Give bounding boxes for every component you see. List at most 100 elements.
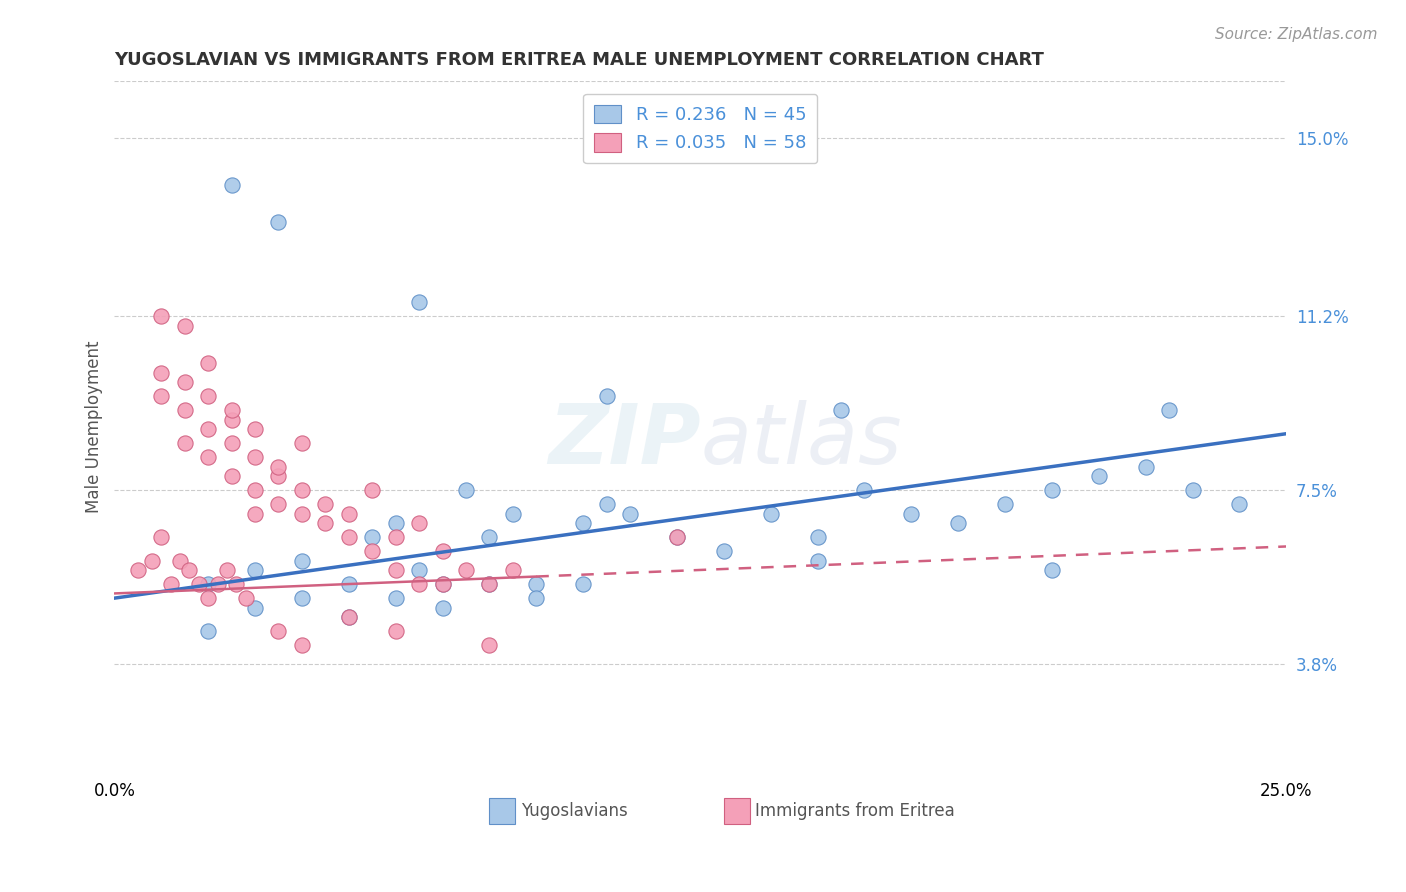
- Point: [221, 178, 243, 192]
- Point: [291, 483, 314, 497]
- Point: [478, 530, 501, 544]
- Point: [159, 577, 181, 591]
- Point: [408, 295, 430, 310]
- Point: [384, 591, 406, 606]
- Point: [384, 530, 406, 544]
- Text: Yugoslavians: Yugoslavians: [522, 802, 628, 820]
- Legend: R = 0.236   N = 45, R = 0.035   N = 58: R = 0.236 N = 45, R = 0.035 N = 58: [583, 94, 817, 163]
- Point: [572, 516, 595, 530]
- Point: [314, 497, 336, 511]
- Point: [361, 544, 384, 558]
- Point: [361, 483, 384, 497]
- Point: [1159, 403, 1181, 417]
- Text: atlas: atlas: [700, 400, 903, 481]
- Point: [361, 530, 384, 544]
- Point: [197, 577, 219, 591]
- Point: [127, 563, 149, 577]
- Point: [337, 610, 360, 624]
- Point: [221, 412, 243, 426]
- Point: [150, 310, 173, 324]
- Point: [432, 600, 454, 615]
- Point: [267, 624, 290, 638]
- Point: [900, 507, 922, 521]
- Point: [243, 563, 266, 577]
- Point: [1088, 469, 1111, 483]
- Point: [454, 563, 477, 577]
- Point: [221, 436, 243, 450]
- Y-axis label: Male Unemployment: Male Unemployment: [86, 341, 103, 513]
- Point: [314, 516, 336, 530]
- Point: [948, 516, 970, 530]
- Point: [187, 577, 209, 591]
- Point: [408, 516, 430, 530]
- Point: [291, 638, 314, 652]
- Text: ZIP: ZIP: [548, 400, 700, 481]
- Point: [595, 497, 617, 511]
- Point: [173, 375, 195, 389]
- Point: [337, 610, 360, 624]
- Point: [478, 577, 501, 591]
- Point: [243, 600, 266, 615]
- Point: [197, 422, 219, 436]
- Point: [291, 436, 314, 450]
- Point: [1135, 459, 1157, 474]
- Point: [595, 389, 617, 403]
- Point: [1229, 497, 1251, 511]
- Point: [291, 507, 314, 521]
- Point: [267, 459, 290, 474]
- Point: [337, 530, 360, 544]
- Point: [221, 469, 243, 483]
- Point: [243, 483, 266, 497]
- Text: Source: ZipAtlas.com: Source: ZipAtlas.com: [1215, 27, 1378, 42]
- Point: [665, 530, 688, 544]
- Point: [150, 530, 173, 544]
- Point: [173, 436, 195, 450]
- Point: [197, 356, 219, 370]
- Point: [572, 577, 595, 591]
- Point: [197, 624, 219, 638]
- Point: [267, 497, 290, 511]
- Point: [337, 577, 360, 591]
- FancyBboxPatch shape: [724, 797, 749, 824]
- Point: [1040, 563, 1063, 577]
- Point: [806, 530, 828, 544]
- Point: [502, 507, 524, 521]
- Point: [994, 497, 1017, 511]
- Point: [806, 553, 828, 567]
- Point: [384, 563, 406, 577]
- Point: [150, 366, 173, 380]
- Point: [267, 469, 290, 483]
- Point: [454, 483, 477, 497]
- Point: [243, 422, 266, 436]
- Point: [853, 483, 876, 497]
- Point: [830, 403, 852, 417]
- FancyBboxPatch shape: [489, 797, 515, 824]
- Point: [291, 553, 314, 567]
- Point: [759, 507, 782, 521]
- Point: [207, 577, 229, 591]
- Point: [150, 389, 173, 403]
- Point: [432, 577, 454, 591]
- Point: [524, 577, 547, 591]
- Text: YUGOSLAVIAN VS IMMIGRANTS FROM ERITREA MALE UNEMPLOYMENT CORRELATION CHART: YUGOSLAVIAN VS IMMIGRANTS FROM ERITREA M…: [114, 51, 1045, 69]
- Point: [243, 507, 266, 521]
- Point: [502, 563, 524, 577]
- Point: [1040, 483, 1063, 497]
- Point: [432, 544, 454, 558]
- Point: [384, 516, 406, 530]
- Point: [408, 577, 430, 591]
- Point: [713, 544, 735, 558]
- Point: [408, 563, 430, 577]
- Text: Immigrants from Eritrea: Immigrants from Eritrea: [755, 802, 955, 820]
- Point: [197, 450, 219, 465]
- Point: [478, 577, 501, 591]
- Point: [221, 403, 243, 417]
- Point: [267, 215, 290, 229]
- Point: [384, 624, 406, 638]
- Point: [291, 591, 314, 606]
- Point: [524, 591, 547, 606]
- Point: [1181, 483, 1204, 497]
- Point: [141, 553, 163, 567]
- Point: [243, 450, 266, 465]
- Point: [215, 563, 238, 577]
